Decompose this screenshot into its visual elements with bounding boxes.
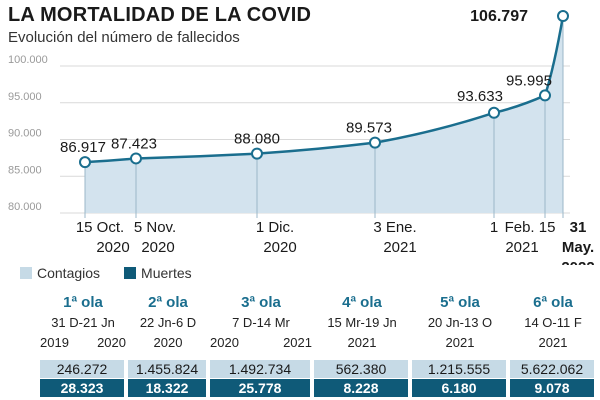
legend-label-muertes: Muertes (141, 265, 192, 281)
legend-swatch-muertes (124, 267, 137, 279)
data-point (251, 147, 263, 160)
wave-5: 5ª ola 20 Jn-13 O 2021 (412, 294, 508, 352)
wave-name: 2ª ola (148, 294, 188, 311)
wave-muertes: 6.180 (412, 379, 506, 397)
wave-year: 2019 (40, 335, 69, 350)
x-tick-label: 3 Ene. (373, 219, 416, 236)
wave-name: 3ª ola (241, 294, 281, 311)
y-tick-label: 90.000 (8, 128, 42, 140)
x-tick-label: 2021 (505, 239, 538, 256)
data-label: 93.633 (457, 88, 503, 105)
wave-year: 2021 (347, 335, 377, 350)
wave-3: 3ª ola 7 D-14 Mr 2020 2021 (210, 294, 312, 352)
line-chart: 80.000 85.000 90.000 95.000 100.000 86.917 87.… (8, 8, 595, 265)
wave-name: 4ª ola (342, 294, 382, 311)
x-tick-label: May. (562, 239, 594, 256)
wave-name: 6ª ola (533, 294, 573, 311)
x-tick-label: 5 Nov. (134, 219, 176, 236)
wave-name: 1ª ola (63, 294, 103, 311)
wave-years: 2021 (412, 334, 508, 352)
x-tick-label: 1 Dic. (256, 219, 294, 236)
x-tick-label: 2020 (96, 239, 129, 256)
wave-contagios: 246.272 (40, 360, 124, 378)
x-tick-label: 31 (570, 219, 587, 236)
wave-year: 2021 (538, 335, 568, 350)
chart-subtitle: Evolución del número de fallecidos (8, 29, 240, 46)
wave-dates: 20 Jn-13 O (427, 315, 493, 330)
data-point (79, 156, 91, 169)
data-label: 88.080 (234, 131, 280, 148)
data-label: 87.423 (111, 135, 157, 152)
data-point (557, 10, 569, 23)
y-tick-label: 100.000 (8, 54, 48, 66)
wave-dates: 15 Mr-19 Jn (327, 315, 397, 330)
y-tick-label: 95.000 (8, 91, 42, 103)
x-tick-label: Feb. 15 (505, 219, 556, 236)
data-point (539, 89, 551, 102)
wave-contagios: 1.492.734 (210, 360, 310, 378)
wave-contagios: 1.455.824 (128, 360, 206, 378)
wave-dates: 31 D-21 Jn (51, 315, 115, 330)
area-fill (85, 16, 563, 213)
wave-name: 5ª ola (440, 294, 480, 311)
x-tick-label: 1 (490, 219, 498, 236)
legend: Contagios Muertes (20, 265, 210, 281)
wave-contagios: 5.622.062 (510, 360, 594, 378)
wave-years: 2021 (510, 334, 596, 352)
wave-contagios: 1.215.555 (412, 360, 506, 378)
chart-title: LA MORTALIDAD DE LA COVID (8, 4, 312, 26)
wave-years: 2020 2021 (210, 334, 312, 352)
data-label: 86.917 (60, 139, 106, 156)
x-tick-label: 2021 (383, 239, 416, 256)
wave-dates: 22 Jn-6 D (139, 315, 197, 330)
wave-2: 2ª ola 22 Jn-6 D 2020 (128, 294, 208, 352)
wave-year: 2020 (210, 335, 239, 350)
wave-years: 2021 (314, 334, 410, 352)
legend-label-contagios: Contagios (37, 265, 101, 281)
x-tick-label: 15 Oct. (76, 219, 124, 236)
x-tick-label: 2022 (561, 259, 594, 265)
x-tick-label: 2020 (263, 239, 296, 256)
wave-4: 4ª ola 15 Mr-19 Jn 2021 (314, 294, 410, 352)
data-point (488, 106, 500, 119)
wave-years: 2020 (128, 334, 208, 352)
wave-muertes: 9.078 (510, 379, 594, 397)
wave-year: 2020 (153, 335, 183, 350)
x-tick-label: 2020 (141, 239, 174, 256)
wave-dates: 14 O-11 F (524, 315, 582, 330)
legend-swatch-contagios (20, 267, 32, 279)
wave-muertes: 25.778 (210, 379, 310, 397)
wave-year: 2021 (445, 335, 475, 350)
y-tick-label: 85.000 (8, 164, 42, 176)
wave-dates: 7 D-14 Mr (232, 315, 290, 330)
wave-muertes: 18.322 (128, 379, 206, 397)
legend-item-contagios: Contagios (20, 265, 100, 281)
legend-item-muertes: Muertes (124, 265, 192, 281)
data-label: 95.995 (506, 72, 552, 89)
wave-6: 6ª ola 14 O-11 F 2021 (510, 294, 596, 352)
data-point (130, 152, 142, 165)
data-point (369, 136, 381, 149)
data-label: 106.797 (470, 8, 528, 25)
data-label: 89.573 (346, 120, 392, 137)
wave-1: 1ª ola 31 D-21 Jn 2019 2020 (40, 294, 126, 352)
wave-year: 2020 (97, 335, 126, 350)
wave-contagios: 562.380 (314, 360, 408, 378)
y-tick-label: 80.000 (8, 201, 42, 213)
wave-years: 2019 2020 (40, 334, 126, 352)
wave-muertes: 28.323 (40, 379, 124, 397)
wave-muertes: 8.228 (314, 379, 408, 397)
wave-year: 2021 (283, 335, 312, 350)
